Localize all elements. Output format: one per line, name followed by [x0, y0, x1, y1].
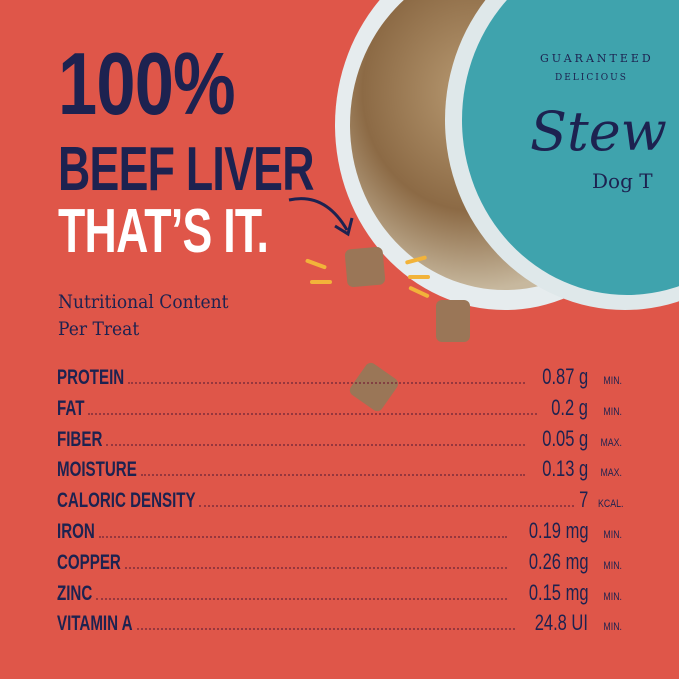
brand-tagline: GUARANTEED — [540, 52, 654, 65]
burst-line — [408, 275, 430, 279]
nutrient-unit: MIN. — [603, 375, 622, 387]
treat-cube — [344, 246, 386, 288]
headline-beef-liver: BEEF LIVER — [58, 135, 314, 204]
product-containers: GUARANTEED DELICIOUS Stew Dog T — [335, 0, 679, 310]
nutrient-label: PROTEIN — [57, 366, 125, 389]
headline-100-percent: 100% — [58, 34, 236, 133]
nutrient-label: CALORIC DENSITY — [57, 489, 196, 513]
nutrient-label: FAT — [57, 396, 85, 420]
nutrient-unit: MIN. — [603, 559, 622, 572]
nutrient-unit: MIN. — [603, 405, 622, 418]
nutrient-value: 7 — [578, 487, 588, 513]
dot-leader — [96, 597, 507, 600]
dot-leader — [199, 505, 574, 508]
nutrient-value: 0.19 mg — [528, 517, 588, 543]
nutrient-row: VITAMIN A 24.8 UI MIN. — [57, 610, 622, 641]
nutrient-label: VITAMIN A — [57, 612, 133, 636]
nutrient-label: IRON — [57, 519, 95, 543]
nutrient-unit: MAX. — [600, 436, 622, 449]
nutrient-value: 0.05 g — [542, 425, 588, 451]
nutrient-label: COPPER — [57, 550, 121, 574]
subtitle-line-1: Nutritional Content — [58, 291, 229, 313]
product-name: Dog T — [592, 169, 653, 193]
dot-leader — [124, 566, 507, 569]
nutrient-value: 0.87 g — [542, 364, 588, 389]
nutrient-unit: MIN. — [603, 590, 622, 603]
nutrient-row: COPPER 0.26 mg MIN. — [57, 549, 622, 580]
nutrient-label: MOISTURE — [57, 458, 137, 482]
nutrient-label: FIBER — [57, 427, 103, 451]
nutrient-label: ZINC — [57, 581, 93, 605]
nutrient-value: 0.13 g — [542, 456, 588, 482]
nutrition-table: PROTEIN 0.87 g MIN. FAT 0.2 g MIN. FIBER 0.05 g… — [57, 364, 624, 641]
nutrient-value: 0.2 g — [551, 394, 588, 420]
nutrient-value: 24.8 UI — [534, 610, 588, 636]
brand-tagline-2: DELICIOUS — [555, 73, 628, 83]
arrow-icon — [288, 197, 354, 237]
subtitle-line-2: Per Treat — [58, 318, 140, 340]
nutrient-value: 0.15 mg — [528, 579, 588, 605]
dot-leader — [140, 474, 525, 477]
burst-line — [310, 280, 332, 284]
headline-thats-it: THAT’S IT. — [58, 197, 269, 266]
dot-leader — [98, 535, 507, 538]
nutrient-unit: KCAL. — [598, 498, 624, 511]
nutrient-row: CALORIC DENSITY 7 KCAL. — [57, 487, 624, 518]
dot-leader — [88, 412, 538, 415]
dot-leader — [128, 382, 525, 384]
brand-logo: Stew — [530, 100, 667, 163]
nutrient-row: FAT 0.2 g MIN. — [57, 395, 622, 426]
nutrient-unit: MAX. — [600, 467, 622, 480]
nutrient-value: 0.26 mg — [528, 548, 588, 574]
dot-leader — [136, 628, 516, 631]
nutrient-row: MOISTURE 0.13 g MAX. — [57, 456, 622, 487]
treat-cube — [436, 300, 470, 342]
nutrient-row: PROTEIN 0.87 g MIN. — [57, 364, 622, 395]
nutrient-unit: MIN. — [603, 528, 622, 541]
nutrient-row: FIBER 0.05 g MAX. — [57, 426, 622, 457]
lid-label — [462, 0, 679, 295]
nutrient-row: IRON 0.19 mg MIN. — [57, 518, 622, 549]
burst-line — [304, 258, 328, 270]
nutrient-row: ZINC 0.15 mg MIN. — [57, 580, 622, 611]
dot-leader — [106, 443, 525, 446]
nutrient-unit: MIN. — [603, 621, 622, 634]
